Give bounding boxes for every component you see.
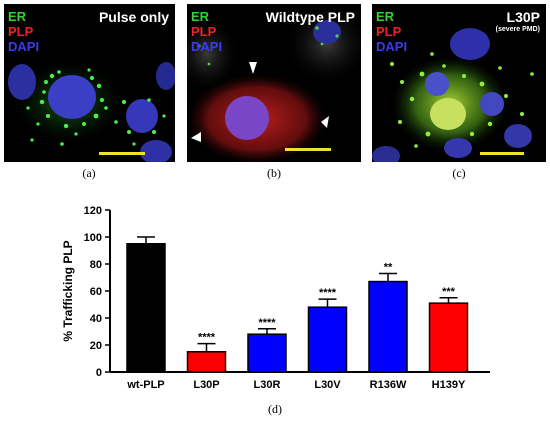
y-axis-label: % Trafficking PLP (61, 240, 75, 341)
significance-label: ** (384, 261, 393, 273)
micrograph-image (372, 28, 534, 162)
scale-bar (480, 152, 524, 155)
bar-chart: 0 20 40 60 80 100 120 % Trafficking PLP wt-PLP **… (61, 205, 490, 390)
caption-c: (c) (452, 166, 466, 180)
bar-r136w (368, 280, 408, 373)
significance-label: **** (258, 317, 276, 329)
micrograph-panel-a: ER PLP DAPI Pulse only (4, 4, 175, 162)
micrograph-panel-c: ER PLP DAPI L30P (severe PMD) (372, 4, 546, 162)
channel-label-er: ER (376, 9, 395, 24)
bar-l30r (247, 333, 287, 373)
channel-label-dapi: DAPI (8, 39, 40, 54)
scale-bar (99, 152, 145, 155)
significance-label: **** (198, 332, 216, 344)
x-tick-label: wt-PLP (126, 379, 164, 390)
channel-label-plp: PLP (376, 24, 402, 39)
micrograph-image (187, 6, 361, 162)
y-tick-label: 20 (90, 340, 102, 352)
channel-label-plp: PLP (191, 24, 217, 39)
y-tick-label: 40 (90, 313, 102, 325)
channel-label-dapi: DAPI (191, 39, 223, 54)
significance-label: *** (442, 286, 456, 298)
x-tick-label: R136W (370, 379, 407, 390)
y-tick-label: 0 (96, 367, 102, 379)
channel-label-plp: PLP (8, 24, 34, 39)
micrograph-panel-b: ER PLP DAPI Wildtype PLP (187, 4, 361, 162)
channel-label-dapi: DAPI (376, 39, 408, 54)
micrograph-image (8, 62, 175, 162)
significance-label: **** (319, 287, 337, 299)
channel-label-er: ER (191, 9, 210, 24)
caption-d: (d) (268, 402, 282, 416)
caption-b: (b) (267, 166, 281, 180)
bar-h139y (428, 302, 469, 373)
caption-a: (a) (82, 166, 96, 180)
x-tick-label: L30V (314, 379, 341, 390)
bar-l30v (307, 306, 348, 373)
panel-title: L30P (506, 9, 540, 25)
channel-label-er: ER (8, 9, 27, 24)
panel-title: Pulse only (98, 9, 169, 25)
y-tick-label: 60 (90, 286, 102, 298)
panel-subtitle: (severe PMD) (495, 26, 540, 33)
y-tick-label: 120 (84, 205, 102, 217)
panel-title: Wildtype PLP (265, 9, 355, 25)
scale-bar (285, 148, 331, 151)
y-tick-label: 80 (90, 259, 102, 271)
bar-l30p (186, 351, 227, 373)
y-tick-label: 100 (84, 232, 102, 244)
bar-wt-plp (126, 243, 166, 373)
x-tick-label: H139Y (432, 379, 466, 390)
x-tick-label: L30R (254, 379, 281, 390)
x-tick-label: L30P (193, 379, 219, 390)
